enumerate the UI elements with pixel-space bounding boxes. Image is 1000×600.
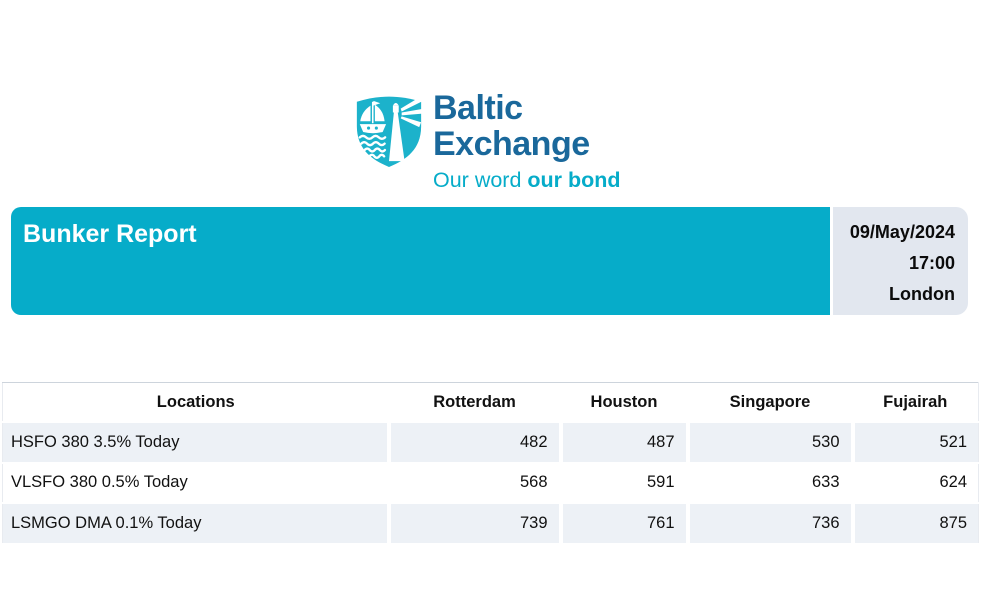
table-row-vlsfo: VLSFO 380 0.5% Today 568 591 633 624 [2,462,979,504]
value-cell: 530 [685,422,853,464]
value-cell: 521 [850,422,979,464]
lighthouse-shield-icon [356,96,425,168]
value-cell: 736 [685,503,853,545]
report-date: 09/May/2024 [849,222,955,242]
bunker-prices-table: Locations Rotterdam Houston Singapore Fu… [2,382,979,545]
value-cell: 568 [386,462,561,504]
baltic-exchange-logo: Baltic Exchange Our word our bond [352,90,652,202]
value-cell: 624 [850,462,979,504]
report-location: London [889,284,955,304]
report-datetime-box: 09/May/2024 17:00 London [833,207,968,315]
column-header-rotterdam: Rotterdam [388,382,561,423]
table-row-lsmgo: LSMGO DMA 0.1% Today 739 761 736 875 [2,503,979,545]
value-cell: 875 [850,503,979,545]
row-label-cell: LSMGO DMA 0.1% Today [2,503,389,545]
column-header-singapore: Singapore [687,382,853,423]
column-header-locations: Locations [2,382,389,423]
column-header-houston: Houston [560,382,688,423]
row-label-cell: HSFO 380 3.5% Today [2,422,389,464]
brand-tagline: Our word our bond [433,168,621,193]
column-header-fujairah: Fujairah [852,382,979,423]
report-title: Bunker Report [23,220,197,248]
table-header-row: Locations Rotterdam Houston Singapore Fu… [2,382,979,423]
bunker-report-banner: Bunker Report [11,207,830,315]
report-time: 17:00 [908,253,955,273]
value-cell: 482 [386,422,561,464]
value-cell: 487 [558,422,688,464]
value-cell: 739 [386,503,561,545]
value-cell: 761 [558,503,688,545]
brand-name-line2: Exchange [433,125,590,163]
row-label-cell: VLSFO 380 0.5% Today [2,462,389,504]
brand-wordmark: Baltic Exchange [433,90,590,162]
value-cell: 591 [558,462,688,504]
table-row-hsfo: HSFO 380 3.5% Today 482 487 530 521 [2,422,979,464]
tagline-bold: our bond [527,168,621,192]
tagline-regular: Our word [433,168,528,192]
brand-name-line1: Baltic [433,89,523,127]
value-cell: 633 [685,462,853,504]
